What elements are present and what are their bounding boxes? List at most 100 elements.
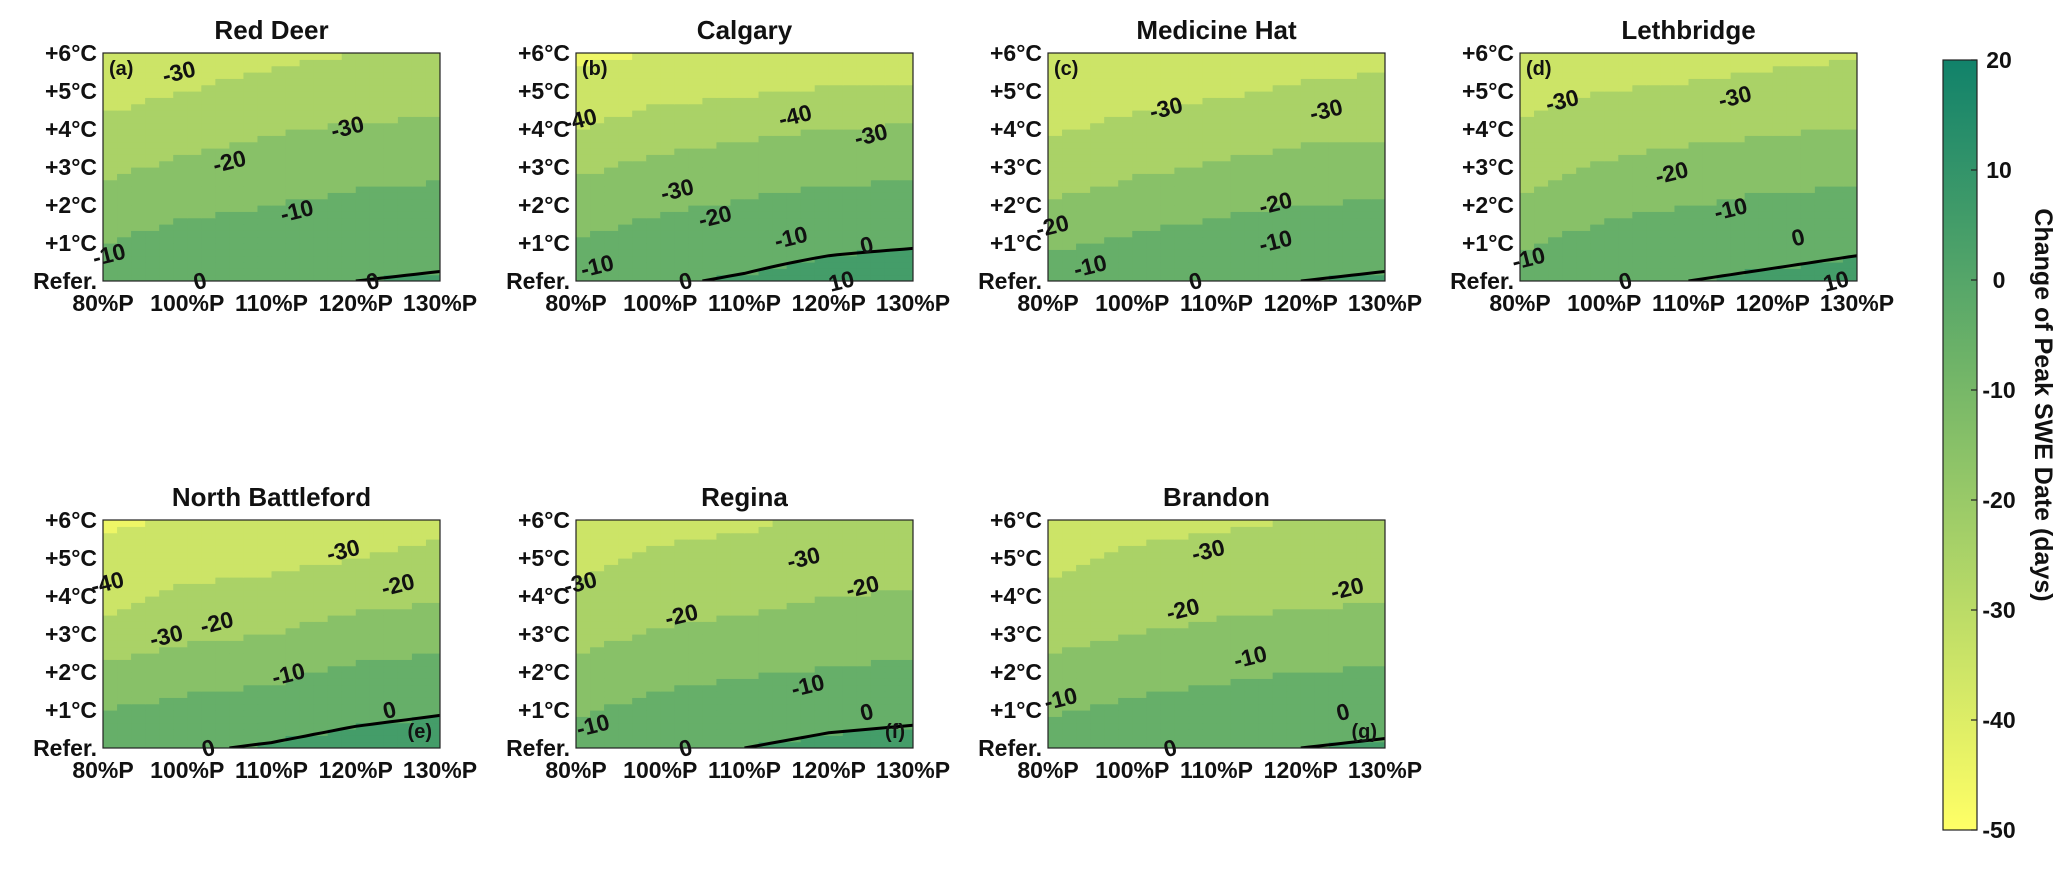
heatmap-cell bbox=[604, 255, 619, 263]
heatmap-cell bbox=[369, 110, 385, 117]
heatmap-cell bbox=[898, 179, 913, 187]
heatmap-cell bbox=[271, 691, 287, 698]
heatmap-cell bbox=[215, 520, 230, 527]
heatmap-cell bbox=[674, 665, 689, 673]
heatmap-cell bbox=[1146, 154, 1161, 162]
heatmap-cell bbox=[1230, 249, 1246, 257]
heatmap-cell bbox=[1076, 97, 1091, 105]
heatmap-cell bbox=[117, 205, 132, 212]
heatmap-cell bbox=[1688, 84, 1704, 92]
heatmap-cell bbox=[1632, 122, 1647, 130]
heatmap-cell bbox=[1604, 173, 1619, 181]
heatmap-cell bbox=[590, 78, 605, 86]
heatmap-cell bbox=[590, 173, 605, 181]
heatmap-cell bbox=[397, 526, 413, 534]
heatmap-cell bbox=[229, 230, 245, 238]
heatmap-cell bbox=[201, 653, 216, 660]
heatmap-cell bbox=[660, 179, 675, 187]
heatmap-cell bbox=[716, 160, 732, 168]
heatmap-cell bbox=[590, 91, 605, 98]
heatmap-cell bbox=[103, 97, 118, 105]
heatmap-cell bbox=[674, 110, 689, 117]
heatmap-cell bbox=[1328, 230, 1344, 238]
heatmap-cell bbox=[257, 160, 273, 168]
heatmap-cell bbox=[187, 659, 202, 667]
heatmap-cell bbox=[285, 710, 301, 717]
heatmap-cell bbox=[688, 653, 703, 660]
heatmap-cell bbox=[590, 653, 605, 660]
heatmap-cell bbox=[590, 230, 605, 238]
heatmap-cell bbox=[229, 684, 245, 692]
heatmap-cell bbox=[842, 72, 858, 79]
heatmap-cell bbox=[1230, 160, 1246, 168]
heatmap-cell bbox=[411, 678, 427, 686]
heatmap-cell bbox=[1576, 129, 1591, 136]
heatmap-cell bbox=[1048, 167, 1063, 174]
heatmap-cell bbox=[590, 217, 605, 225]
heatmap-cell bbox=[355, 129, 371, 136]
heatmap-cell bbox=[1548, 91, 1563, 98]
heatmap-cell bbox=[215, 110, 230, 117]
heatmap-cell bbox=[856, 729, 872, 736]
heatmap-cell bbox=[117, 262, 132, 269]
panel-4: Lethbridge(d)80%P 100%P 110%P 120%P 130%PRef… bbox=[1450, 15, 1894, 316]
heatmap-cell bbox=[1202, 160, 1218, 168]
heatmap-cell bbox=[131, 653, 146, 660]
heatmap-cell bbox=[618, 217, 633, 225]
heatmap-cell bbox=[355, 602, 371, 610]
heatmap-cell bbox=[884, 116, 900, 124]
heatmap-cell bbox=[1342, 135, 1358, 143]
heatmap-cell bbox=[786, 703, 802, 711]
heatmap-cell bbox=[173, 129, 188, 136]
heatmap-cell bbox=[425, 274, 440, 281]
heatmap-cell bbox=[604, 84, 619, 92]
heatmap-cell bbox=[411, 672, 427, 679]
heatmap-cell bbox=[1772, 243, 1788, 250]
heatmap-cell bbox=[159, 224, 174, 231]
heatmap-cell bbox=[828, 84, 844, 92]
heatmap-cell bbox=[355, 659, 371, 667]
heatmap-cell bbox=[842, 716, 858, 724]
heatmap-cell bbox=[1730, 217, 1746, 225]
heatmap-cell bbox=[1048, 198, 1063, 206]
heatmap-cell bbox=[1730, 179, 1746, 187]
heatmap-cell bbox=[103, 192, 118, 200]
heatmap-cell bbox=[229, 532, 245, 540]
panel-title: Lethbridge bbox=[1621, 15, 1755, 45]
heatmap-cell bbox=[1800, 72, 1816, 79]
heatmap-cell bbox=[660, 684, 675, 692]
heatmap-cell bbox=[772, 710, 788, 717]
heatmap-cell bbox=[411, 78, 427, 86]
heatmap-cell bbox=[772, 659, 788, 667]
heatmap-cell bbox=[1132, 236, 1147, 244]
heatmap-cell bbox=[1230, 148, 1246, 155]
heatmap-cell bbox=[131, 640, 146, 648]
heatmap-cell bbox=[1342, 59, 1358, 67]
heatmap-cell bbox=[1618, 141, 1633, 149]
heatmap-cell bbox=[1646, 84, 1662, 92]
heatmap-cell bbox=[1104, 53, 1119, 60]
heatmap-cell bbox=[299, 665, 315, 673]
heatmap-cell bbox=[590, 274, 605, 281]
heatmap-cell bbox=[744, 274, 760, 281]
heatmap-cell bbox=[355, 684, 371, 692]
heatmap-cell bbox=[646, 154, 661, 162]
heatmap-cell bbox=[215, 621, 230, 629]
heatmap-cell bbox=[215, 722, 230, 730]
heatmap-cell bbox=[1800, 186, 1816, 193]
heatmap-cell bbox=[187, 710, 202, 717]
heatmap-cell bbox=[1076, 59, 1091, 67]
heatmap-cell bbox=[1674, 236, 1690, 244]
heatmap-cell bbox=[1216, 148, 1232, 155]
heatmap-cell bbox=[758, 160, 774, 168]
heatmap-cell bbox=[257, 640, 273, 648]
heatmap-cell bbox=[814, 59, 830, 67]
heatmap-cell bbox=[299, 653, 315, 660]
heatmap-cell bbox=[1132, 243, 1147, 250]
heatmap-cell bbox=[1160, 198, 1175, 206]
heatmap-cell bbox=[744, 716, 760, 724]
heatmap-cell bbox=[1548, 129, 1563, 136]
heatmap-cell bbox=[1230, 65, 1246, 73]
heatmap-cell bbox=[1716, 103, 1732, 111]
heatmap-cell bbox=[327, 659, 343, 667]
